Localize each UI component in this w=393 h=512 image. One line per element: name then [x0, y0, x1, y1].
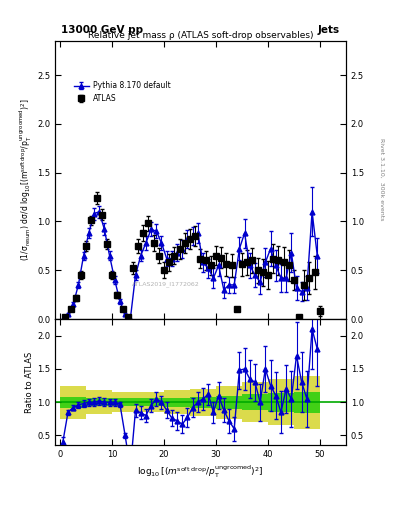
Text: 13000 GeV pp: 13000 GeV pp [61, 26, 143, 35]
Bar [86, 398, 112, 406]
Bar [268, 393, 294, 412]
Bar [60, 386, 86, 419]
Y-axis label: Ratio to ATLAS: Ratio to ATLAS [25, 352, 34, 413]
Bar [216, 386, 242, 419]
Bar [138, 398, 164, 406]
Bar [268, 379, 294, 425]
Bar [242, 394, 268, 410]
Bar [190, 389, 216, 416]
Text: ATLAS2019_I1772062: ATLAS2019_I1772062 [132, 282, 199, 287]
Bar [242, 382, 268, 422]
X-axis label: $\log_{10}$[$(m^{\rm soft\ drop}/p_{\rm T}^{\rm ungroomed})^2$]: $\log_{10}$[$(m^{\rm soft\ drop}/p_{\rm … [137, 463, 264, 480]
Bar [294, 376, 320, 429]
Bar [164, 390, 190, 414]
Bar [138, 392, 164, 412]
Text: Rivet 3.1.10,  300k events: Rivet 3.1.10, 300k events [379, 138, 384, 221]
Bar [164, 397, 190, 407]
Text: Jets: Jets [318, 26, 340, 35]
Bar [112, 392, 138, 412]
Bar [294, 392, 320, 413]
Legend: Pythia 8.170 default, ATLAS: Pythia 8.170 default, ATLAS [70, 78, 173, 106]
Bar [216, 396, 242, 409]
Bar [86, 390, 112, 414]
Y-axis label: (1/σ$_{\rm resum}$) dσ/d log$_{10}$[(m$^{\rm soft\,drop}$/p$_{\rm T}^{\rm ungroo: (1/σ$_{\rm resum}$) dσ/d log$_{10}$[(m$^… [18, 99, 34, 261]
Title: Relative jet mass ρ (ATLAS soft-drop observables): Relative jet mass ρ (ATLAS soft-drop obs… [88, 31, 313, 40]
Bar [60, 397, 86, 408]
Bar [112, 398, 138, 406]
Bar [190, 397, 216, 408]
